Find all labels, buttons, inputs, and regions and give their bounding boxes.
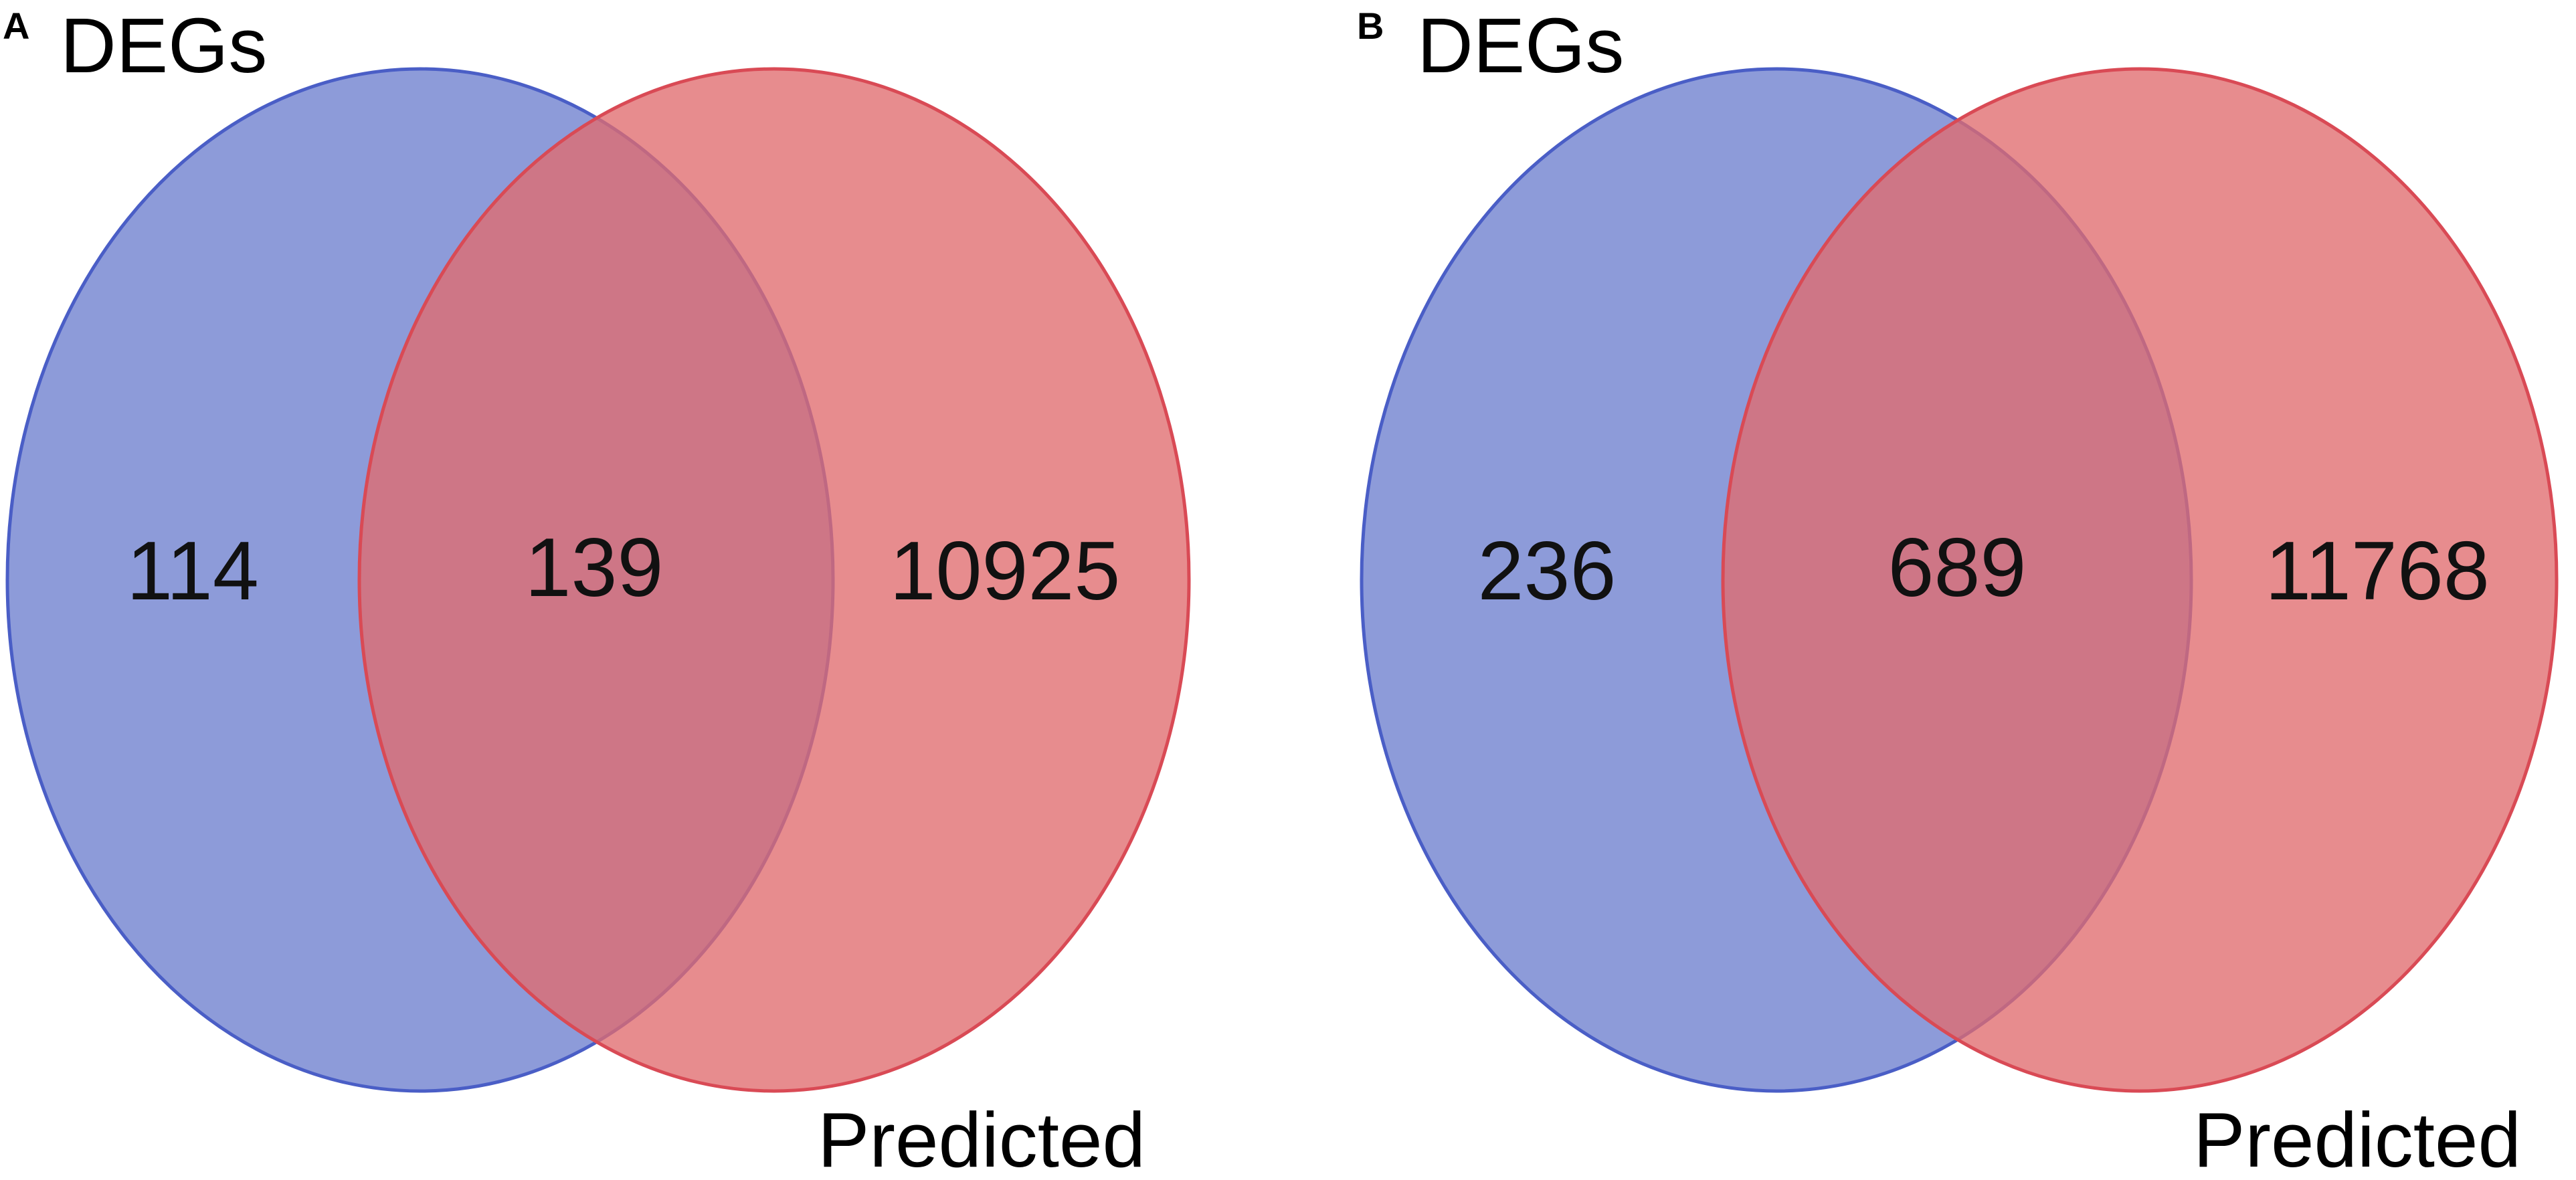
- venn-panel-b: B DEGs 236 689 11768 Predicted: [1357, 2, 2559, 1180]
- set-label-predicted-b: Predicted: [2193, 1096, 2521, 1180]
- count-only-predicted-a: 10925: [890, 525, 1121, 617]
- set-label-degs-b: DEGs: [1417, 2, 1624, 89]
- count-only-degs-a: 114: [126, 525, 259, 617]
- panel-letter-b: B: [1357, 5, 1384, 47]
- predicted-circle-b: [1721, 67, 2559, 1093]
- set-label-degs-a: DEGs: [60, 2, 267, 89]
- venn-panel-a: A DEGs 114 139 10925 Predicted: [3, 2, 1191, 1180]
- predicted-circle-a: [357, 67, 1191, 1093]
- count-only-predicted-b: 11768: [2265, 525, 2490, 617]
- count-intersection-a: 139: [525, 522, 664, 614]
- panel-letter-a: A: [3, 5, 29, 47]
- count-intersection-b: 689: [1888, 522, 2027, 614]
- count-only-degs-b: 236: [1478, 525, 1617, 617]
- set-label-predicted-a: Predicted: [818, 1096, 1145, 1180]
